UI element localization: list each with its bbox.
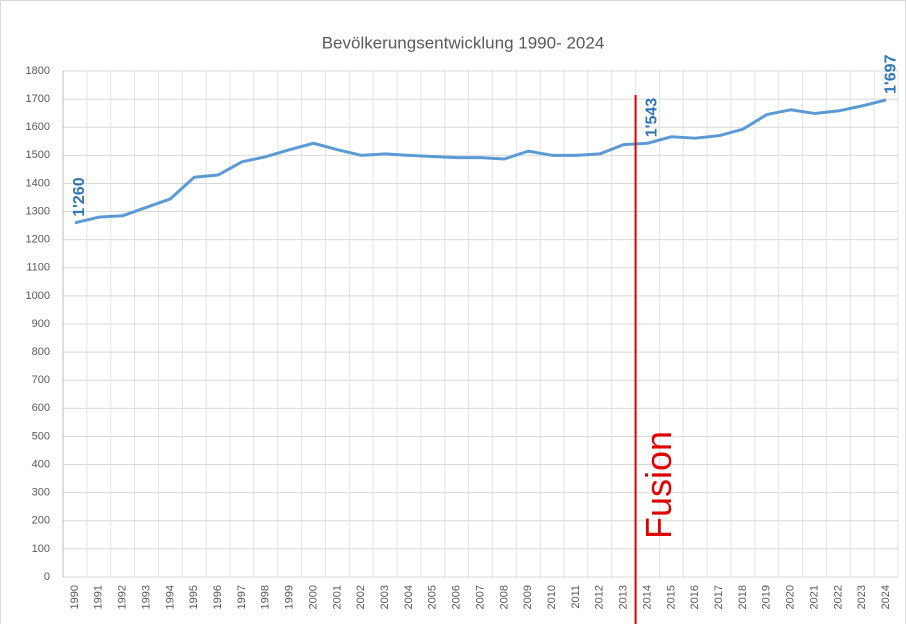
- value-label: 1'260: [71, 177, 88, 217]
- x-tick-label: 2019: [761, 585, 773, 609]
- value-label: 1'543: [644, 98, 661, 138]
- x-tick-label: 2012: [594, 585, 606, 609]
- x-tick-label: 2007: [474, 585, 486, 609]
- y-tick-label: 0: [44, 571, 50, 583]
- x-tick-label: 2001: [331, 585, 343, 609]
- x-tick-label: 1993: [140, 585, 152, 609]
- x-tick-label: 1999: [284, 585, 296, 609]
- x-tick-label: 2016: [689, 585, 701, 609]
- event-label: Fusion: [638, 431, 679, 539]
- y-tick-label: 600: [32, 402, 50, 414]
- x-tick-label: 2020: [785, 585, 797, 609]
- y-tick-label: 900: [32, 318, 50, 330]
- x-tick-label: 2010: [546, 585, 558, 609]
- y-tick-label: 1500: [26, 149, 50, 161]
- x-tick-label: 1991: [93, 585, 105, 609]
- x-tick-label: 2023: [856, 585, 868, 609]
- x-tick-label: 2009: [522, 585, 534, 609]
- x-tick-label: 1990: [69, 585, 81, 609]
- x-tick-label: 2003: [379, 585, 391, 609]
- x-tick-label: 1997: [236, 585, 248, 609]
- y-tick-label: 1600: [26, 121, 50, 133]
- x-tick-label: 1995: [188, 585, 200, 609]
- chart-title: Bevölkerungsentwicklung 1990- 2024: [322, 33, 605, 52]
- x-tick-label: 2018: [737, 585, 749, 609]
- x-tick-label: 2013: [618, 585, 630, 609]
- x-tick-label: 2015: [665, 585, 677, 609]
- x-tick-label: 2021: [808, 585, 820, 609]
- y-tick-label: 1200: [26, 234, 50, 246]
- x-tick-label: 2022: [832, 585, 844, 609]
- value-label: 1'697: [882, 54, 899, 94]
- y-tick-label: 100: [32, 543, 50, 555]
- x-tick-label: 2005: [427, 585, 439, 609]
- y-tick-label: 300: [32, 487, 50, 499]
- y-tick-label: 1800: [26, 65, 50, 77]
- data-line: [74, 98, 887, 225]
- x-tick-label: 2017: [713, 585, 725, 609]
- y-tick-label: 700: [32, 374, 50, 386]
- y-tick-label: 1700: [26, 93, 50, 105]
- x-tick-label: 2004: [403, 585, 415, 609]
- y-tick-label: 1400: [26, 177, 50, 189]
- y-tick-label: 1300: [26, 205, 50, 217]
- y-tick-label: 1100: [26, 262, 50, 274]
- x-tick-label: 2000: [307, 585, 319, 609]
- x-tick-label: 2014: [641, 585, 653, 609]
- x-tick-label: 1998: [260, 585, 272, 609]
- x-tick-label: 1996: [212, 585, 224, 609]
- x-tick-label: 2011: [570, 585, 582, 609]
- y-tick-label: 1000: [26, 290, 50, 302]
- x-tick-label: 2024: [880, 585, 892, 609]
- y-tick-label: 500: [32, 430, 50, 442]
- x-tick-label: 2002: [355, 585, 367, 609]
- y-tick-label: 400: [32, 458, 50, 470]
- x-tick-label: 2008: [498, 585, 510, 609]
- y-tick-label: 200: [32, 515, 50, 527]
- x-tick-label: 1992: [117, 585, 129, 609]
- x-tick-label: 2006: [451, 585, 463, 609]
- x-tick-label: 1994: [164, 585, 176, 609]
- y-tick-label: 800: [32, 346, 50, 358]
